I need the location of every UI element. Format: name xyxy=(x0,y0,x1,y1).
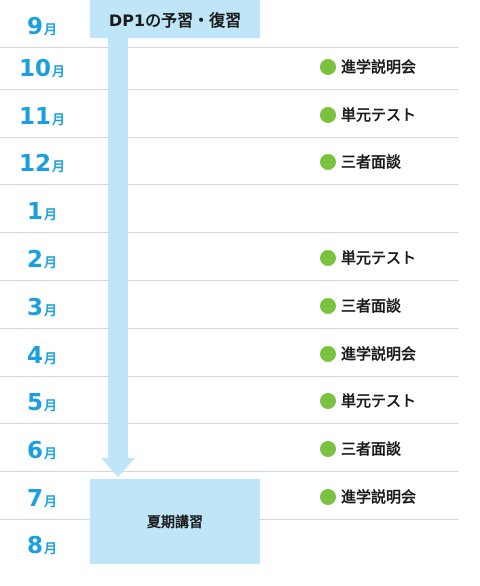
bullet-dot-icon xyxy=(320,153,336,170)
month-number: 1 xyxy=(26,199,43,225)
month-unit: 月 xyxy=(44,542,58,557)
month-row: 10月 進学説明会 xyxy=(0,42,458,90)
summer-course-label: 夏期講習 xyxy=(147,514,203,531)
month-label: 10月 xyxy=(10,56,74,82)
bullet-dot-icon xyxy=(320,297,336,314)
month-number: 2 xyxy=(26,247,43,273)
month-unit: 月 xyxy=(52,160,66,175)
month-row: 3月 三者面談 xyxy=(0,281,458,329)
month-number: 3 xyxy=(26,295,43,321)
event-label: 進学説明会 xyxy=(341,345,417,363)
month-unit: 月 xyxy=(44,23,58,38)
month-row: 7月 進学説明会 xyxy=(0,472,458,520)
event-label: 三者面談 xyxy=(341,153,402,171)
review-period-label: DP1の予習・復習 xyxy=(108,11,242,30)
event-item: 進学説明会 xyxy=(320,56,416,77)
event-item: 単元テスト xyxy=(320,247,416,268)
month-label: 2月 xyxy=(10,247,74,273)
summer-course-box: 夏期講習 xyxy=(90,479,260,564)
month-label: 12月 xyxy=(10,151,74,177)
month-label: 5月 xyxy=(10,390,74,416)
month-row: 4月 進学説明会 xyxy=(0,329,458,377)
event-label: 進学説明会 xyxy=(341,488,417,506)
bullet-dot-icon xyxy=(320,488,336,505)
event-item: 単元テスト xyxy=(320,390,416,411)
month-number: 4 xyxy=(26,343,43,369)
event-label: 単元テスト xyxy=(341,106,417,124)
review-period-box: DP1の予習・復習 xyxy=(90,0,260,38)
month-number: 7 xyxy=(26,486,43,512)
month-label: 7月 xyxy=(10,486,74,512)
event-label: 三者面談 xyxy=(341,297,402,315)
month-label: 6月 xyxy=(10,438,74,464)
event-label: 三者面談 xyxy=(341,440,402,458)
month-row: 12月 三者面談 xyxy=(0,137,458,185)
month-label: 4月 xyxy=(10,343,74,369)
month-unit: 月 xyxy=(44,447,58,462)
month-number: 10 xyxy=(18,56,51,82)
month-row: 2月 単元テスト xyxy=(0,233,458,281)
bullet-dot-icon xyxy=(320,249,336,266)
month-row: 9月 xyxy=(0,0,458,48)
month-unit: 月 xyxy=(44,399,58,414)
bullet-dot-icon xyxy=(320,345,336,362)
month-unit: 月 xyxy=(44,352,58,367)
event-item: 三者面談 xyxy=(320,438,401,459)
month-unit: 月 xyxy=(44,208,58,223)
event-item: 進学説明会 xyxy=(320,486,416,507)
event-label: 単元テスト xyxy=(341,249,417,267)
month-unit: 月 xyxy=(44,495,58,510)
event-label: 進学説明会 xyxy=(341,58,417,76)
month-number: 5 xyxy=(26,390,43,416)
event-label: 単元テスト xyxy=(341,392,417,410)
month-number: 9 xyxy=(26,14,43,40)
month-row: 1月 xyxy=(0,185,458,233)
month-number: 6 xyxy=(26,438,43,464)
month-unit: 月 xyxy=(44,256,58,271)
month-row: 6月 三者面談 xyxy=(0,424,458,472)
month-unit: 月 xyxy=(52,65,66,80)
month-label: 3月 xyxy=(10,295,74,321)
month-row: 8月 xyxy=(0,519,458,566)
event-item: 進学説明会 xyxy=(320,343,416,364)
event-item: 三者面談 xyxy=(320,295,401,316)
month-label: 11月 xyxy=(10,104,74,130)
month-unit: 月 xyxy=(44,304,58,319)
bullet-dot-icon xyxy=(320,106,336,123)
month-unit: 月 xyxy=(52,113,66,128)
bullet-dot-icon xyxy=(320,58,336,75)
month-row: 5月 単元テスト xyxy=(0,376,458,424)
month-label: 9月 xyxy=(10,14,74,40)
month-number: 11 xyxy=(18,104,51,130)
month-number: 12 xyxy=(18,151,51,177)
month-label: 8月 xyxy=(10,533,74,559)
bullet-dot-icon xyxy=(320,440,336,457)
month-label: 1月 xyxy=(10,199,74,225)
bullet-dot-icon xyxy=(320,392,336,409)
month-number: 8 xyxy=(26,533,43,559)
event-item: 三者面談 xyxy=(320,151,401,172)
month-row: 11月 単元テスト xyxy=(0,90,458,138)
event-item: 単元テスト xyxy=(320,104,416,125)
